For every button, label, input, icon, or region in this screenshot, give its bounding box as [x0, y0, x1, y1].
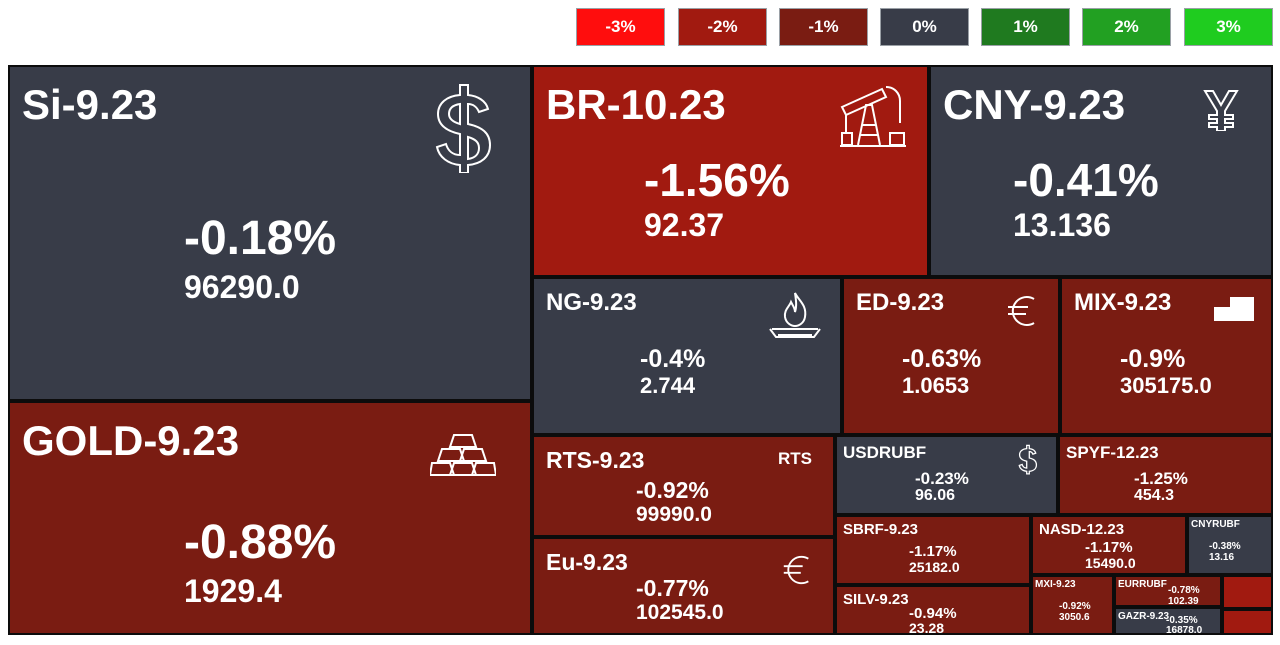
tile-ticker: NG-9.23 [546, 289, 637, 316]
tile-ticker: GOLD-9.23 [22, 417, 240, 464]
tile-change: -0.23% [915, 469, 969, 488]
tile-ticker: SPYF-12.23 [1066, 443, 1159, 462]
tile-mix[interactable]: MIX-9.23 -0.9% 305175.0 [1060, 277, 1273, 435]
tile-change: -0.94% [909, 605, 957, 622]
legend-minus-1[interactable]: -1% [779, 8, 868, 46]
oil-pump-icon [840, 77, 906, 149]
tile-change: -0.92% [636, 477, 709, 503]
tile-change: -0.4% [640, 345, 706, 373]
tile-price: 13.136 [1013, 207, 1111, 243]
tile-price: 13.16 [1209, 552, 1235, 563]
tile-price: 102545.0 [636, 601, 724, 624]
tile-cny[interactable]: CNY-9.23 -0.41% 13.136 [929, 65, 1273, 277]
gold-bars-icon [430, 431, 496, 479]
tile-ticker: NASD-12.23 [1039, 521, 1125, 538]
tile-ticker: CNYRUBF [1191, 519, 1240, 530]
tile-change: -1.17% [909, 543, 957, 560]
tile-change: -0.92% [1059, 601, 1091, 612]
tile-price: 3050.6 [1059, 612, 1090, 623]
tile-ticker: GAZR-9.23 [1118, 611, 1170, 622]
tile-unlabeled[interactable] [1222, 575, 1273, 609]
tile-gold[interactable]: GOLD-9.23 -0.88% 1929.4 [8, 401, 532, 635]
tile-price: 102.39 [1168, 596, 1199, 607]
tile-ticker: ED-9.23 [856, 289, 945, 316]
tile-br[interactable]: BR-10.23 -1.56% 92.37 [532, 65, 929, 277]
tile-ng[interactable]: NG-9.23 -0.4% 2.744 [532, 277, 842, 435]
tile-ticker: Si-9.23 [22, 81, 158, 128]
tile-ticker: EURRUBF [1118, 579, 1167, 590]
tile-eurrubf[interactable]: EURRUBF -0.78% 102.39 [1114, 575, 1222, 607]
tile-change: -0.63% [902, 345, 982, 373]
rts-badge: RTS [778, 449, 812, 468]
gas-flame-icon [768, 289, 822, 341]
tile-change: -0.77% [636, 575, 709, 601]
legend-plus-2[interactable]: 2% [1082, 8, 1171, 46]
euro-icon [780, 553, 814, 587]
tile-change: -0.9% [1120, 345, 1186, 373]
legend-minus-3[interactable]: -3% [576, 8, 665, 46]
tile-price: 96290.0 [184, 269, 300, 305]
tile-gazr[interactable]: GAZR-9.23 -0.35% 16878.0 [1114, 607, 1222, 635]
tile-si[interactable]: Si-9.23 -0.18% 96290.0 [8, 65, 532, 401]
tile-ticker: USDRUBF [843, 443, 927, 462]
tile-price: 454.3 [1134, 487, 1175, 504]
tile-price: 25182.0 [909, 559, 960, 575]
tile-price: 1929.4 [184, 573, 282, 609]
dollar-icon [430, 81, 498, 173]
tile-spyf[interactable]: SPYF-12.23 -1.25% 454.3 [1058, 435, 1273, 515]
tile-nasd[interactable]: NASD-12.23 -1.17% 15490.0 [1031, 515, 1187, 575]
tile-mxi[interactable]: MXI-9.23 -0.92% 3050.6 [1031, 575, 1114, 635]
tile-price: 23.28 [909, 620, 945, 635]
tile-change: -0.88% [184, 516, 337, 569]
tile-ticker: RTS-9.23 [546, 447, 645, 473]
tile-silv[interactable]: SILV-9.23 -0.94% 23.28 [835, 585, 1031, 635]
dollar-icon [1017, 443, 1039, 475]
tile-ticker: SBRF-9.23 [843, 521, 919, 538]
tile-change: -0.38% [1209, 541, 1241, 552]
tile-change: -1.17% [1085, 539, 1133, 556]
tile-ticker: Eu-9.23 [546, 549, 628, 575]
tile-ticker: BR-10.23 [546, 81, 726, 128]
bar-steps-icon [1214, 297, 1254, 321]
tile-change: -1.25% [1134, 469, 1188, 488]
futures-treemap: Si-9.23 -0.18% 96290.0 BR-10.23 -1.56% 9… [8, 65, 1273, 635]
tile-ticker: SILV-9.23 [843, 591, 909, 608]
tile-usdrubf[interactable]: USDRUBF -0.23% 96.06 [835, 435, 1058, 515]
tile-change: -0.35% [1166, 615, 1198, 626]
tile-ed[interactable]: ED-9.23 -0.63% 1.0653 [842, 277, 1060, 435]
tile-eu[interactable]: Eu-9.23 -0.77% 102545.0 [532, 537, 835, 635]
legend-plus-1[interactable]: 1% [981, 8, 1070, 46]
yuan-icon [1203, 89, 1239, 131]
tile-price: 2.744 [640, 373, 696, 398]
tile-cnyrubf[interactable]: CNYRUBF -0.38% 13.16 [1187, 515, 1273, 575]
tile-change: -0.78% [1168, 585, 1200, 596]
tile-unlabeled[interactable] [1222, 609, 1273, 635]
legend-zero[interactable]: 0% [880, 8, 969, 46]
tile-change: -1.56% [644, 154, 790, 206]
tile-rts[interactable]: RTS-9.23 RTS -0.92% 99990.0 [532, 435, 835, 537]
tile-price: 15490.0 [1085, 555, 1136, 571]
tile-sbrf[interactable]: SBRF-9.23 -1.17% 25182.0 [835, 515, 1031, 585]
legend-minus-2[interactable]: -2% [678, 8, 767, 46]
legend-plus-3[interactable]: 3% [1184, 8, 1273, 46]
tile-price: 16878.0 [1166, 625, 1203, 635]
tile-change: -0.41% [1013, 154, 1159, 206]
tile-price: 305175.0 [1120, 373, 1212, 398]
euro-icon [1004, 293, 1040, 329]
tile-price: 96.06 [915, 487, 956, 504]
tile-change: -0.18% [184, 212, 337, 265]
tile-ticker: MXI-9.23 [1035, 579, 1076, 590]
tile-price: 1.0653 [902, 373, 970, 398]
tile-price: 92.37 [644, 207, 725, 243]
tile-price: 99990.0 [636, 503, 712, 526]
tile-ticker: CNY-9.23 [943, 81, 1126, 128]
tile-ticker: MIX-9.23 [1074, 289, 1172, 316]
